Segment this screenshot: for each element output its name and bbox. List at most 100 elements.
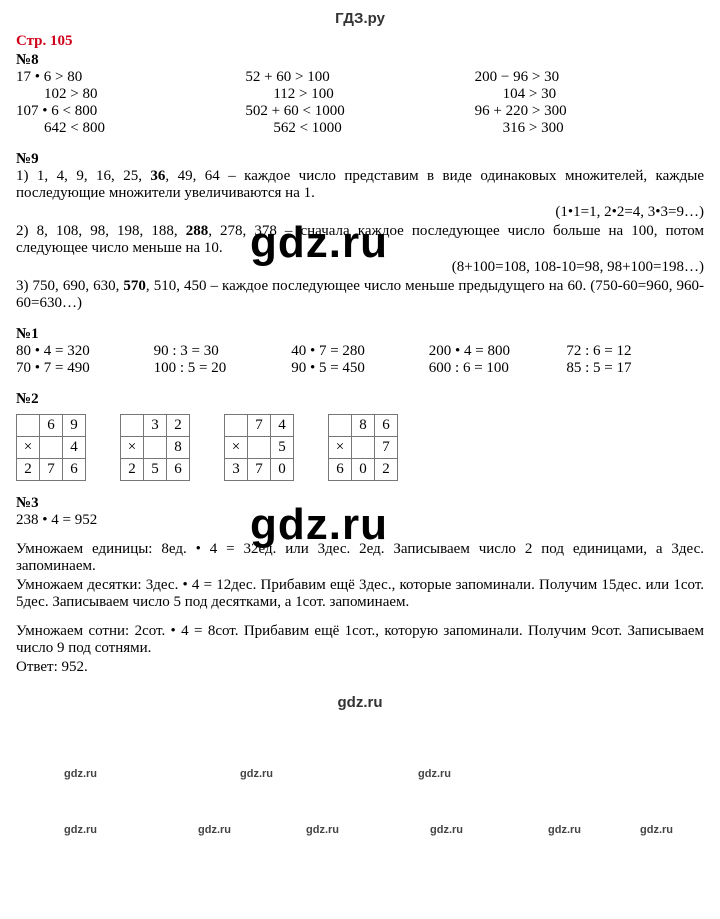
cell: 6 (167, 459, 190, 481)
ex8-row: 17 • 6 > 80 52 + 60 > 100 200 − 96 > 30 (16, 69, 704, 86)
ex1-row: 80 • 4 = 320 90 : 3 = 30 40 • 7 = 280 20… (16, 343, 704, 360)
cell (17, 415, 40, 437)
ex9-text: 3) 750, 690, 630, (16, 278, 123, 294)
watermark-small: gdz.ru (198, 824, 231, 836)
cell: 9 (63, 415, 86, 437)
ex9-text: 1) 1, 4, 9, 16, 25, (16, 168, 150, 184)
cell: 2 (375, 459, 398, 481)
ex9-title: №9 (16, 151, 704, 168)
watermark-small: gdz.ru (64, 768, 97, 780)
cell (329, 415, 352, 437)
cell: 7 (248, 415, 271, 437)
watermark-small: gdz.ru (64, 824, 97, 836)
ex8-cell: 17 • 6 > 80 (16, 69, 245, 86)
cell: 6 (329, 459, 352, 481)
ex3-title: №3 (16, 495, 704, 512)
page-ref: Стр. 105 (16, 33, 704, 50)
ex9-item: 2) 8, 108, 98, 198, 188, 288, 278, 378 –… (16, 223, 704, 257)
cell: 4 (63, 437, 86, 459)
ex9-bold: 570 (123, 278, 146, 294)
watermark-small: gdz.ru (306, 824, 339, 836)
ex1-cell: 85 : 5 = 17 (566, 360, 704, 377)
cell: 2 (121, 459, 144, 481)
ex8-cell: 107 • 6 < 800 (16, 103, 245, 120)
cell: 0 (352, 459, 375, 481)
ex8-cell: 642 < 800 (44, 120, 245, 137)
cell: 7 (375, 437, 398, 459)
watermark-small: gdz.ru (640, 824, 673, 836)
cell: 7 (40, 459, 63, 481)
watermark-small: gdz.ru (418, 768, 451, 780)
ex1-row: 70 • 7 = 490 100 : 5 = 20 90 • 5 = 450 6… (16, 360, 704, 377)
ex8-cell: 316 > 300 (503, 120, 704, 137)
ex9-tail: (1•1=1, 2•2=4, 3•3=9…) (16, 204, 704, 221)
cell: × (121, 437, 144, 459)
cell: 2 (167, 415, 190, 437)
ex1-cell: 70 • 7 = 490 (16, 360, 154, 377)
ex9-bold: 36 (150, 168, 165, 184)
watermark-small: gdz.ru (430, 824, 463, 836)
ex8-cell: 112 > 100 (273, 86, 474, 103)
cell: 6 (375, 415, 398, 437)
mult-table: 86 × 7 602 (328, 414, 398, 481)
mult-table: 32 × 8 256 (120, 414, 190, 481)
cell: 6 (63, 459, 86, 481)
ex9-item: 3) 750, 690, 630, 570, 510, 450 – каждое… (16, 278, 704, 312)
ex8-cell: 96 + 220 > 300 (475, 103, 704, 120)
ex8-row: 642 < 800 562 < 1000 316 > 300 (16, 120, 704, 137)
ex9-text: 2) 8, 108, 98, 198, 188, (16, 223, 186, 239)
cell (40, 437, 63, 459)
ex1-cell: 80 • 4 = 320 (16, 343, 154, 360)
ex8-cell: 502 + 60 < 1000 (245, 103, 474, 120)
ex8-row: 107 • 6 < 800 502 + 60 < 1000 96 + 220 >… (16, 103, 704, 120)
ex9-item: 1) 1, 4, 9, 16, 25, 36, 49, 64 – каждое … (16, 168, 704, 202)
site-title: ГДЗ.ру (16, 10, 704, 27)
ex1-cell: 40 • 7 = 280 (291, 343, 429, 360)
cell: × (329, 437, 352, 459)
cell (144, 437, 167, 459)
ex3-para: Умножаем сотни: 2сот. • 4 = 8сот. Прибав… (16, 623, 704, 657)
ex1-cell: 72 : 6 = 12 (566, 343, 704, 360)
cell: 2 (17, 459, 40, 481)
cell (352, 437, 375, 459)
mult-table: 74 ×5 370 (224, 414, 294, 481)
cell (225, 415, 248, 437)
ex8-cell: 52 + 60 > 100 (245, 69, 474, 86)
ex1-title: №1 (16, 326, 704, 343)
ex8-cell: 102 > 80 (44, 86, 245, 103)
ex8-cell: 562 < 1000 (273, 120, 474, 137)
ex1-cell: 100 : 5 = 20 (154, 360, 292, 377)
cell: 5 (144, 459, 167, 481)
ex8-cell: 200 − 96 > 30 (475, 69, 704, 86)
ex3-answer: Ответ: 952. (16, 659, 704, 676)
ex2-title: №2 (16, 391, 704, 408)
cell: 6 (40, 415, 63, 437)
ex3-para: Умножаем десятки: 3дес. • 4 = 12дес. При… (16, 577, 704, 611)
ex1-cell: 90 • 5 = 450 (291, 360, 429, 377)
mult-table: 69 ×4 276 (16, 414, 86, 481)
watermark-small: gdz.ru (548, 824, 581, 836)
ex8-title: №8 (16, 52, 704, 69)
cell: 8 (167, 437, 190, 459)
ex1-cell: 90 : 3 = 30 (154, 343, 292, 360)
cell: 8 (352, 415, 375, 437)
ex1-cell: 200 • 4 = 800 (429, 343, 567, 360)
ex9-bold: 288 (186, 223, 209, 239)
ex9-tail: (8+100=108, 108-10=98, 98+100=198…) (16, 259, 704, 276)
ex8-cell: 104 > 30 (503, 86, 704, 103)
cell (121, 415, 144, 437)
cell (248, 437, 271, 459)
cell: × (17, 437, 40, 459)
ex2-tables: 69 ×4 276 32 ×8 256 74 ×5 370 86 ×7 602 (16, 414, 704, 481)
watermark-small: gdz.ru (240, 768, 273, 780)
ex8-row: 102 > 80 112 > 100 104 > 30 (16, 86, 704, 103)
cell: 3 (144, 415, 167, 437)
cell: 7 (248, 459, 271, 481)
cell: 3 (225, 459, 248, 481)
ex3-line: 238 • 4 = 952 (16, 512, 704, 529)
cell: 5 (271, 437, 294, 459)
footer-watermark: gdz.ru (16, 694, 704, 711)
cell: × (225, 437, 248, 459)
cell: 4 (271, 415, 294, 437)
ex3-para: Умножаем единицы: 8ед. • 4 = 32ед. или 3… (16, 541, 704, 575)
